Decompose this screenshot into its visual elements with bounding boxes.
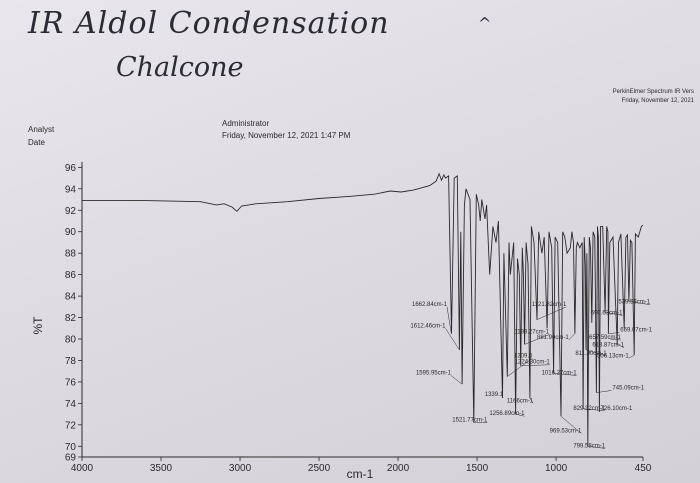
x-axis-ticks: 4000 3500 3000 2500 2000 1500 1000 450	[71, 457, 652, 474]
peak-label: 1662.84cm-1	[412, 302, 448, 308]
peak-label: 1166cm-1	[507, 398, 534, 404]
y-tick-label: 94	[65, 184, 77, 195]
peak-label: 1595.95cm-1	[416, 370, 452, 376]
x-tick-label: 2000	[387, 463, 410, 474]
peak-labels: 1662.84cm-1 1612.46cm-1 1595.95cm-1 1521.77…	[410, 300, 652, 450]
peak-label: 799.58cm-1	[573, 443, 605, 449]
peak-label: 1339.1	[485, 392, 504, 398]
peak-label: 829.32cm-1	[573, 406, 605, 412]
peak-label: 1121.82cm-1	[532, 302, 567, 308]
acquisition-datetime: Friday, November 12, 2021 1:47 PM	[222, 131, 351, 140]
peak-label: 1016.27cm-1	[542, 370, 578, 376]
peak-leader-line	[524, 334, 550, 345]
spectrum-line	[82, 172, 644, 447]
peak-label: 1521.77cm-1	[452, 418, 488, 424]
x-tick-label: 1000	[545, 463, 568, 474]
x-tick-label: 2500	[308, 463, 331, 474]
peak-label: 1224.30cm-1	[515, 360, 551, 366]
peak-leader-line	[445, 328, 460, 350]
y-tick-label: 90	[65, 227, 77, 238]
software-version: PerkinElmer Spectrum IR Vers	[612, 89, 694, 95]
x-tick-label: 450	[635, 463, 652, 474]
peak-label: 613.87cm-1	[592, 343, 624, 349]
peak-label: 690.63cm-1	[591, 310, 623, 316]
handwritten-mark: ^	[478, 14, 492, 33]
peak-leader-line	[583, 408, 606, 412]
peak-label: 506.13cm-1	[597, 353, 629, 359]
peak-leader-line	[450, 375, 463, 385]
peak-label: 1199.27cm-1	[514, 330, 549, 336]
peak-label: 1612.46cm-1	[410, 323, 446, 329]
date-label: Date	[28, 138, 45, 147]
handwritten-subtitle: Chalcone	[116, 52, 244, 83]
peak-label: 969.53cm-1	[550, 428, 582, 434]
peak-leader-line	[604, 311, 623, 316]
peak-leader-line	[529, 397, 534, 404]
peak-leader-line	[502, 396, 504, 399]
peak-label: 669.07cm-1	[620, 328, 652, 334]
y-tick-label: 74	[65, 399, 77, 410]
y-tick-label: 86	[65, 270, 77, 281]
chart-axes	[81, 162, 643, 458]
x-tick-label: 1500	[466, 463, 489, 474]
peak-leader-line	[587, 446, 606, 449]
peak-label: 745.09cm-1	[612, 385, 644, 391]
y-axis-label: %T	[31, 316, 45, 335]
peak-leader-line	[585, 349, 607, 357]
peak-leader-line	[553, 373, 577, 376]
x-tick-label: 4000	[71, 463, 94, 474]
x-axis-label: cm-1	[347, 467, 374, 481]
peak-leader-line	[560, 416, 582, 434]
peak-leader-line	[515, 413, 525, 417]
y-tick-label: 92	[65, 206, 77, 217]
peak-label: 726.10cm-1	[601, 406, 633, 412]
y-tick-label: 72	[65, 420, 77, 431]
operator-name: Administrator	[222, 119, 270, 128]
peak-leader-line	[616, 344, 625, 348]
peak-leader-line	[446, 306, 452, 334]
analyst-label: Analyst	[28, 125, 55, 134]
y-tick-label: 96	[65, 163, 77, 174]
peak-leader-line	[507, 358, 533, 377]
peak-label: 1256.89cm-1	[489, 411, 525, 417]
peak-label: 881.90cm-1	[537, 335, 569, 341]
y-tick-label: 82	[65, 313, 77, 324]
x-tick-label: 3000	[229, 463, 252, 474]
peak-label: 1309.0	[514, 353, 533, 359]
software-date: Friday, November 12, 2021	[621, 98, 694, 104]
handwritten-title: IR Aldol Condensation	[28, 6, 390, 41]
peak-leader-line	[536, 306, 567, 320]
y-tick-label: 78	[65, 356, 77, 367]
peak-leader-line	[610, 338, 621, 341]
y-tick-label: 80	[65, 335, 77, 346]
y-tick-label: 84	[65, 292, 77, 303]
peak-label: 657.59cm-1	[589, 335, 621, 341]
y-tick-label: 70	[65, 442, 77, 453]
x-tick-label: 3500	[150, 463, 173, 474]
peak-leader-line	[608, 332, 620, 334]
y-tick-label: 88	[65, 249, 77, 260]
peak-leader-line	[568, 333, 575, 341]
y-tick-label: 76	[65, 377, 77, 388]
peak-label: 811.90cm-1	[575, 351, 607, 357]
peak-leader-line	[596, 390, 612, 393]
peak-leader-line	[628, 301, 651, 305]
peak-leader-line	[520, 364, 550, 367]
y-tick-label: 69	[65, 453, 77, 464]
peak-leader-line	[628, 354, 635, 359]
peak-label: 539.58cm-1	[618, 300, 650, 306]
